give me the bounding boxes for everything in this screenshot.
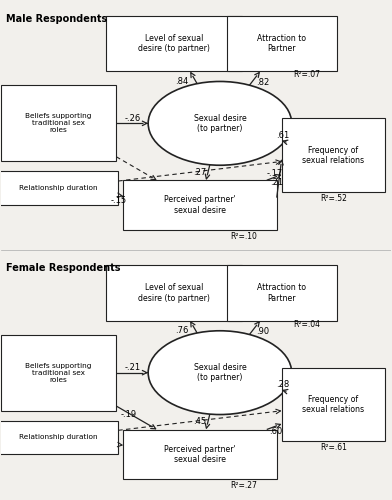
FancyBboxPatch shape: [227, 265, 336, 321]
Text: Female Respondents: Female Respondents: [5, 263, 120, 273]
Text: Perceived partner'
sexual desire: Perceived partner' sexual desire: [164, 444, 236, 464]
Text: Attraction to
Partner: Attraction to Partner: [257, 283, 306, 302]
FancyBboxPatch shape: [106, 265, 242, 321]
Text: .27: .27: [193, 168, 207, 177]
Text: R²=.10: R²=.10: [230, 232, 258, 241]
Text: .61: .61: [276, 130, 290, 140]
Text: Beliefs supporting
traditional sex
roles: Beliefs supporting traditional sex roles: [25, 114, 92, 134]
FancyBboxPatch shape: [282, 368, 385, 442]
FancyBboxPatch shape: [123, 180, 277, 230]
Text: Sexual desire
(to partner): Sexual desire (to partner): [194, 114, 246, 133]
Text: -.26: -.26: [124, 114, 140, 123]
Text: R²=.07: R²=.07: [294, 70, 321, 80]
Text: .28: .28: [276, 380, 290, 389]
Text: Relationship duration: Relationship duration: [19, 185, 98, 191]
Text: Level of sexual
desire (to partner): Level of sexual desire (to partner): [138, 283, 210, 302]
Ellipse shape: [148, 82, 292, 165]
Text: .82: .82: [256, 78, 269, 87]
Text: R²=.04: R²=.04: [294, 320, 321, 329]
FancyBboxPatch shape: [1, 335, 116, 410]
Text: .90: .90: [256, 327, 269, 336]
FancyBboxPatch shape: [0, 171, 118, 205]
Text: -.21: -.21: [124, 363, 140, 372]
Text: Beliefs supporting
traditional sex
roles: Beliefs supporting traditional sex roles: [25, 362, 92, 382]
Text: R²=.27: R²=.27: [230, 482, 258, 490]
Text: Attraction to
Partner: Attraction to Partner: [257, 34, 306, 54]
Text: Relationship duration: Relationship duration: [19, 434, 98, 440]
Text: .76: .76: [175, 326, 188, 336]
Text: R²=.52: R²=.52: [320, 194, 347, 203]
FancyBboxPatch shape: [123, 430, 277, 480]
Text: Male Respondents: Male Respondents: [5, 14, 107, 24]
Ellipse shape: [148, 331, 292, 414]
Text: Level of sexual
desire (to partner): Level of sexual desire (to partner): [138, 34, 210, 54]
Text: -.19: -.19: [120, 410, 137, 420]
Text: R²=.61: R²=.61: [320, 444, 347, 452]
Text: -.17: -.17: [266, 169, 282, 178]
FancyBboxPatch shape: [0, 420, 118, 454]
Text: -.15: -.15: [111, 196, 127, 205]
Text: .45: .45: [193, 418, 207, 426]
Text: Perceived partner'
sexual desire: Perceived partner' sexual desire: [164, 196, 236, 215]
FancyBboxPatch shape: [282, 118, 385, 192]
FancyBboxPatch shape: [227, 16, 336, 72]
Text: .21: .21: [270, 178, 283, 187]
Text: Frequency of
sexual relations: Frequency of sexual relations: [303, 395, 365, 414]
Text: .84: .84: [175, 77, 188, 86]
Text: Frequency of
sexual relations: Frequency of sexual relations: [303, 146, 365, 165]
FancyBboxPatch shape: [1, 86, 116, 161]
Text: Sexual desire
(to partner): Sexual desire (to partner): [194, 363, 246, 382]
Text: .60: .60: [270, 427, 283, 436]
FancyBboxPatch shape: [106, 16, 242, 72]
